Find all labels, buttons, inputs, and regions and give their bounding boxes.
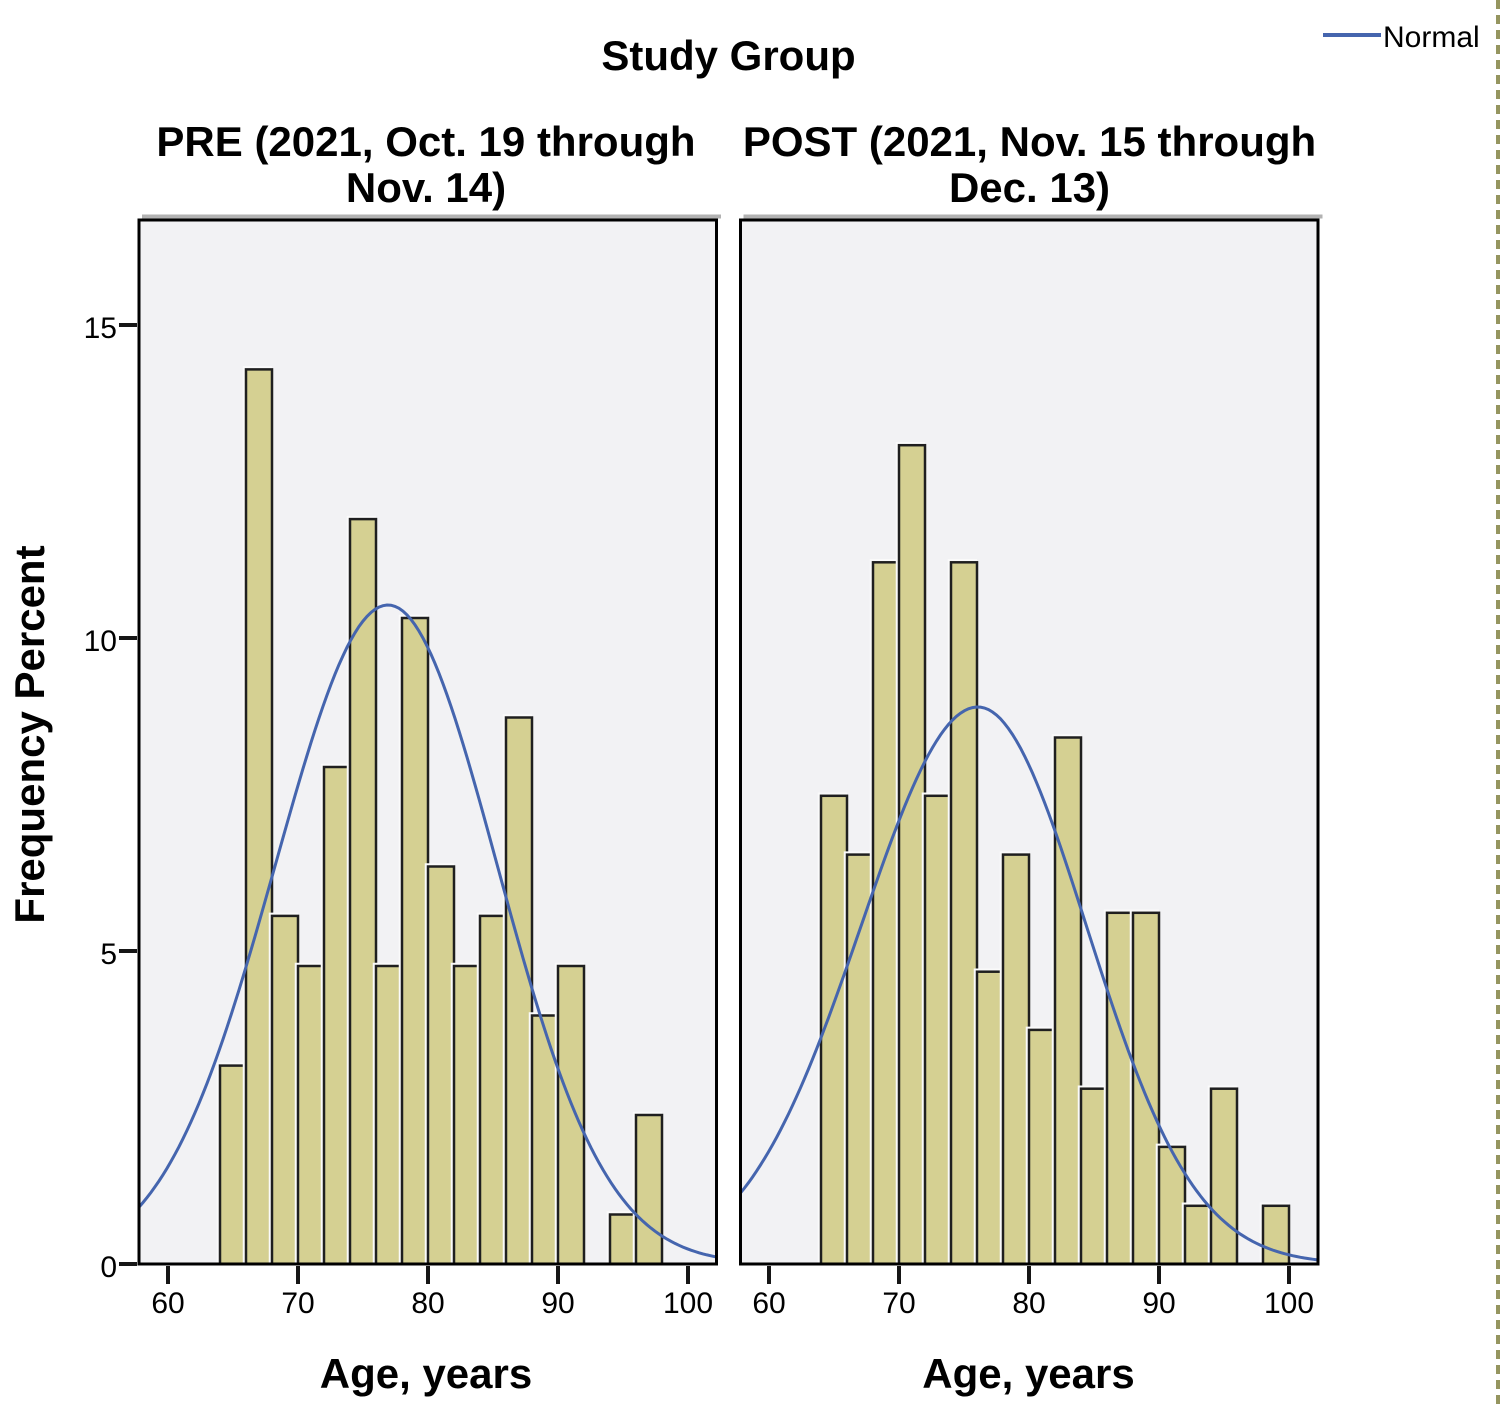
- svg-text:15: 15: [84, 312, 117, 345]
- svg-text:90: 90: [541, 1287, 574, 1320]
- svg-text:Nov. 14): Nov. 14): [346, 164, 506, 211]
- svg-text:100: 100: [663, 1287, 713, 1320]
- svg-text:Age, years: Age, years: [922, 1350, 1134, 1397]
- svg-text:80: 80: [1012, 1287, 1045, 1320]
- svg-text:Study Group: Study Group: [601, 32, 855, 79]
- svg-text:Normal: Normal: [1383, 21, 1480, 54]
- svg-text:0: 0: [100, 1251, 117, 1284]
- svg-text:90: 90: [1142, 1287, 1175, 1320]
- svg-text:POST (2021, Nov. 15 through: POST (2021, Nov. 15 through: [743, 118, 1316, 165]
- svg-text:60: 60: [151, 1287, 184, 1320]
- svg-text:70: 70: [281, 1287, 314, 1320]
- svg-text:10: 10: [84, 625, 117, 658]
- svg-text:Dec. 13): Dec. 13): [949, 164, 1110, 211]
- svg-text:Frequency Percent: Frequency Percent: [6, 545, 53, 923]
- svg-text:5: 5: [100, 938, 117, 971]
- svg-text:Age, years: Age, years: [320, 1350, 532, 1397]
- svg-text:100: 100: [1264, 1287, 1314, 1320]
- svg-text:70: 70: [882, 1287, 915, 1320]
- svg-text:80: 80: [411, 1287, 444, 1320]
- svg-text:60: 60: [752, 1287, 785, 1320]
- svg-text:PRE (2021, Oct. 19 through: PRE (2021, Oct. 19 through: [156, 118, 695, 165]
